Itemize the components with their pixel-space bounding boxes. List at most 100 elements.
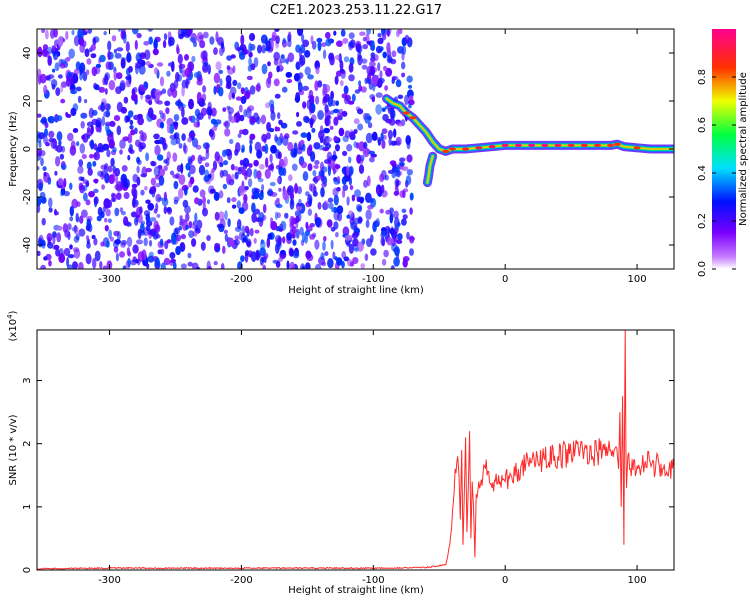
noise-blob [274, 29, 280, 32]
noise-blob [178, 63, 186, 69]
noise-blob [323, 200, 329, 211]
noise-blob [348, 165, 354, 176]
noise-blob [302, 143, 306, 152]
noise-blob [121, 165, 128, 172]
noise-blob [185, 212, 190, 222]
noise-blob [406, 75, 413, 83]
noise-blob [342, 188, 346, 198]
noise-blob [197, 154, 203, 165]
noise-blob [327, 165, 331, 176]
noise-blob [393, 210, 399, 219]
noise-blob [157, 249, 163, 255]
noise-blob [130, 129, 136, 136]
noise-blob [257, 178, 264, 183]
noise-blob [114, 207, 120, 217]
noise-blob [113, 115, 121, 122]
noise-blob [83, 192, 88, 202]
noise-blob [401, 45, 407, 55]
noise-blob [93, 196, 99, 205]
noise-blob [78, 159, 84, 167]
noise-blob [367, 116, 372, 121]
noise-blob [131, 183, 138, 189]
noise-blob [371, 131, 378, 141]
noise-blob [397, 94, 404, 100]
noise-blob [109, 236, 114, 242]
signal-peak [475, 146, 483, 150]
noise-blob [236, 200, 241, 209]
noise-blob [220, 262, 225, 269]
noise-blob [348, 156, 352, 164]
y-tick-label: -20 [22, 189, 33, 205]
noise-blob [251, 212, 257, 223]
noise-blob [154, 145, 161, 156]
snr-x-ticks: -300 -200 -100 0 100 [98, 330, 647, 586]
noise-blob [106, 149, 111, 158]
noise-blob [188, 132, 196, 138]
noise-blob [315, 66, 320, 75]
noise-blob [123, 96, 129, 104]
noise-blob [108, 139, 115, 149]
noise-blob [359, 31, 366, 36]
noise-blob [248, 115, 253, 125]
noise-blob [85, 253, 92, 265]
noise-blob [242, 128, 249, 136]
noise-blob [360, 263, 366, 269]
noise-blob [104, 225, 109, 232]
noise-blob [112, 147, 117, 153]
noise-blob [304, 50, 311, 58]
noise-blob [302, 101, 307, 109]
noise-blob [320, 252, 325, 260]
noise-blob [259, 247, 266, 257]
noise-blob [276, 197, 280, 202]
noise-blob [149, 217, 157, 222]
noise-blob [353, 141, 358, 148]
noise-blob [296, 186, 302, 195]
noise-blob [322, 241, 326, 251]
noise-blob [119, 251, 125, 258]
noise-blob [278, 227, 283, 232]
noise-blob [79, 62, 86, 74]
noise-blob [316, 175, 322, 181]
noise-blob [43, 256, 48, 261]
noise-blob [54, 145, 58, 151]
noise-blob [43, 84, 48, 95]
signal-peak [613, 142, 621, 146]
noise-blob [85, 235, 90, 241]
noise-blob [183, 144, 188, 155]
noise-blob [393, 128, 397, 138]
noise-blob [297, 76, 301, 87]
noise-blob [181, 107, 185, 118]
noise-blob [127, 251, 132, 257]
noise-blob [358, 80, 362, 87]
noise-blob [102, 265, 108, 269]
noise-blob [178, 143, 183, 149]
noise-blob [335, 144, 340, 152]
noise-blob [291, 163, 298, 171]
noise-blob [247, 65, 253, 72]
noise-blob [70, 107, 77, 117]
noise-blob [381, 29, 386, 36]
noise-blob [113, 70, 117, 81]
noise-blob [196, 32, 204, 43]
noise-blob [206, 235, 211, 241]
noise-blob [181, 85, 185, 97]
noise-blob [51, 245, 59, 250]
noise-blob [381, 107, 386, 112]
noise-blob [346, 144, 353, 152]
noise-blob [253, 237, 257, 244]
noise-blob [196, 119, 200, 128]
noise-blob [312, 170, 317, 177]
noise-blob [109, 120, 116, 127]
y-tick-label: -40 [22, 237, 33, 253]
noise-blob [229, 138, 234, 145]
noise-blob [164, 100, 171, 107]
noise-blob [188, 164, 196, 175]
noise-blob [307, 194, 313, 205]
noise-blob [314, 217, 322, 227]
noise-blob [258, 192, 264, 201]
noise-blob [265, 157, 269, 168]
noise-blob [384, 174, 389, 181]
snr-y-multiplier: (x104) [6, 310, 19, 341]
noise-blob [73, 225, 79, 235]
noise-blob [171, 236, 177, 245]
